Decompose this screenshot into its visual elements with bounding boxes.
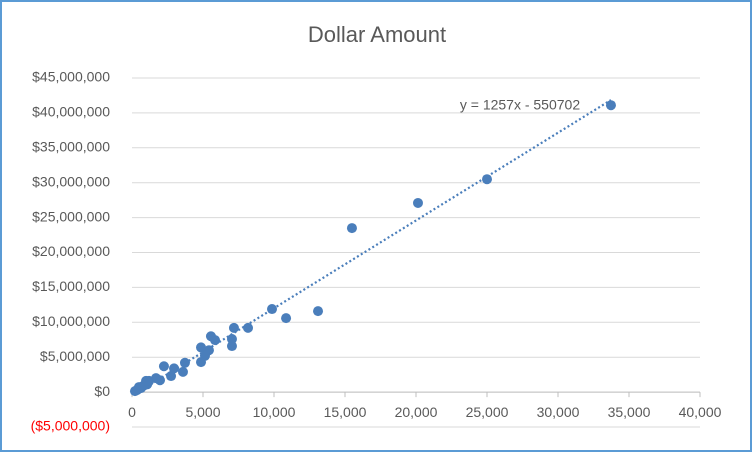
x-tick-label: 20,000: [395, 404, 438, 420]
trendline: [134, 99, 612, 396]
x-tick-label: 35,000: [608, 404, 651, 420]
y-tick-label: $45,000,000: [32, 69, 110, 85]
point: [169, 363, 180, 374]
y-tick-label: $40,000,000: [32, 104, 110, 120]
x-tick-label: 15,000: [324, 404, 367, 420]
chart-title: Dollar Amount: [308, 22, 446, 47]
x-tick-label: 0: [128, 404, 136, 420]
point: [129, 386, 140, 397]
y-tick-label: $20,000,000: [32, 243, 110, 259]
y-tick-label: $15,000,000: [32, 278, 110, 294]
x-tick-label: 5,000: [185, 404, 220, 420]
trendline-label: y = 1257x - 550702: [460, 97, 580, 113]
point: [196, 357, 207, 368]
x-tick-label: 40,000: [679, 404, 722, 420]
point: [605, 100, 616, 111]
point: [166, 371, 177, 382]
point: [179, 357, 190, 368]
y-tick-label: $10,000,000: [32, 313, 110, 329]
x-tick-label: 25,000: [466, 404, 509, 420]
point: [226, 341, 237, 352]
x-tick-label: 30,000: [537, 404, 580, 420]
y-tick-label: $5,000,000: [40, 348, 110, 364]
y-tick-label: $30,000,000: [32, 173, 110, 189]
point: [226, 334, 237, 345]
point: [205, 331, 216, 342]
point: [313, 306, 324, 317]
point: [196, 342, 207, 353]
point: [482, 174, 492, 185]
point: [158, 361, 169, 372]
y-tick-label: $0: [94, 383, 110, 399]
point: [243, 322, 254, 333]
point: [281, 313, 292, 324]
point: [228, 322, 239, 333]
y-tick-label: ($5,000,000): [31, 418, 110, 434]
point: [267, 304, 278, 315]
point: [412, 197, 423, 208]
point: [177, 366, 188, 377]
point: [346, 223, 357, 234]
y-tick-label: $25,000,000: [32, 208, 110, 224]
x-tick-label: 10,000: [253, 404, 296, 420]
y-tick-label: $35,000,000: [32, 139, 110, 155]
